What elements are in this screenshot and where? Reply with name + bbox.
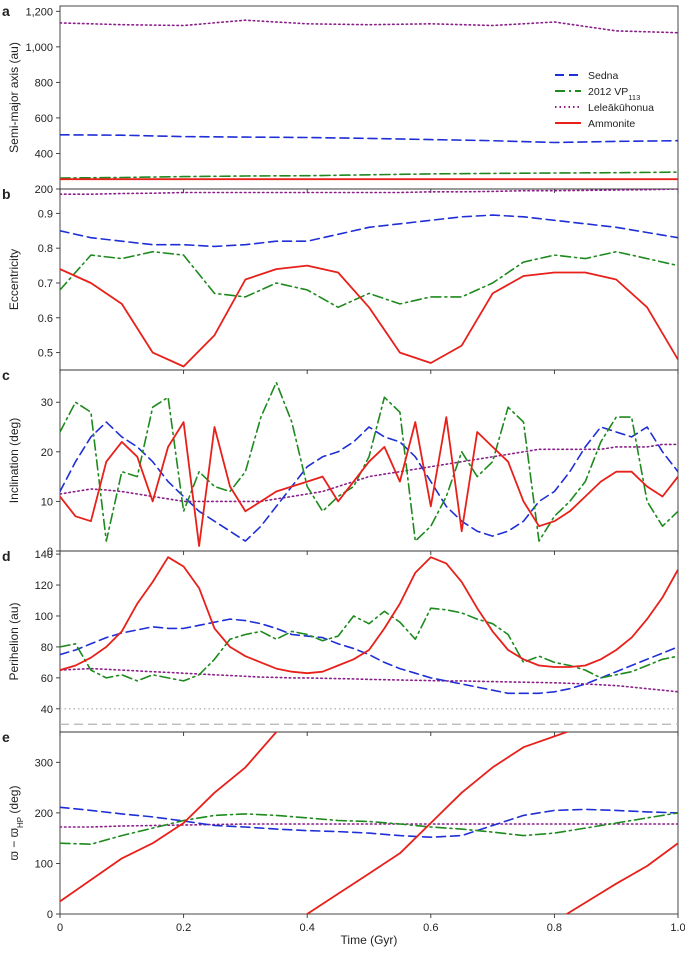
- series-line-2012-vp113-panel-a: [60, 171, 678, 179]
- series-line-ammonite-panel-e: [565, 842, 678, 914]
- y-tick-label: 0: [47, 909, 53, 921]
- series-line-ammonite-panel-b: [60, 264, 678, 368]
- series-line-sedna-panel-c: [60, 421, 678, 542]
- series-line-sedna-panel-a: [60, 134, 678, 144]
- y-tick-label: 30: [41, 397, 53, 409]
- series-line-2012-vp113-panel-d: [60, 607, 678, 682]
- y-tick-label: 0.6: [38, 313, 53, 325]
- y-axis-label: Inclination (deg): [7, 418, 21, 503]
- series-line-ammonite-panel-e: [60, 732, 278, 903]
- series-line-ammonite-panel-d: [60, 556, 678, 675]
- legend-label: 2012 VP113: [588, 86, 640, 102]
- series-line-lele-k-honua-panel-c: [60, 443, 678, 503]
- y-axis-label: Perihelion (au): [7, 602, 21, 680]
- panel-b: 0.5 0.6 0.7 0.8 0.9 b Eccentricity: [2, 186, 679, 374]
- series-line-lele-k-honua-panel-a: [60, 19, 678, 34]
- y-tick-label: 0.5: [38, 348, 53, 360]
- y-tick-label: 0.7: [38, 278, 53, 290]
- series-line-sedna-panel-d: [60, 618, 678, 695]
- y-tick-label: 1,200: [25, 6, 53, 18]
- y-tick-label: 20: [41, 447, 53, 459]
- series-line-lele-k-honua-panel-b: [60, 189, 678, 195]
- x-tick-label: 1.0: [670, 922, 685, 934]
- x-tick-label: 0: [57, 922, 63, 934]
- series-line-sedna-panel-b: [60, 214, 678, 248]
- series-line-ammonite-panel-c: [60, 416, 678, 547]
- series-line-2012-vp113-panel-b: [60, 250, 678, 309]
- y-tick-label: 200: [35, 808, 53, 820]
- series-line-2012-vp113-panel-e: [60, 812, 678, 845]
- y-tick-label: 1,000: [25, 42, 53, 54]
- panel-letter: d: [2, 548, 11, 564]
- y-tick-label: 100: [35, 611, 53, 623]
- panel-letter: e: [2, 729, 10, 745]
- x-tick-label: 0.6: [423, 922, 438, 934]
- panel-e: 0 100 200 300 0 0.2 0.4 0.6 0.8 1.0 e ϖ − ϖHP (deg): [2, 729, 685, 934]
- y-tick-label: 0.9: [38, 208, 53, 220]
- panel-b-frame: [59, 188, 679, 371]
- x-axis: Time (Gyr): [341, 933, 398, 947]
- x-tick-label: 0.8: [547, 922, 562, 934]
- panel-letter: a: [2, 3, 10, 19]
- x-tick-label: 0.4: [300, 922, 315, 934]
- y-tick-label: 60: [41, 673, 53, 685]
- legend-label: Ammonite: [588, 118, 635, 130]
- legend-label: Sedna: [588, 70, 619, 82]
- panel-letter: c: [2, 367, 10, 383]
- y-tick-label: 600: [35, 113, 53, 125]
- panel-d-frame: [59, 550, 679, 733]
- panel-letter: b: [2, 186, 11, 202]
- y-tick-label: 100: [35, 858, 53, 870]
- series-line-lele-k-honua-panel-d: [60, 667, 678, 693]
- panel-d: 40 60 80 100 120 140 d Perihelion (au): [2, 548, 679, 736]
- y-tick-label: 40: [41, 704, 53, 716]
- y-tick-label: 300: [35, 757, 53, 769]
- panel-a-frame: [59, 5, 679, 190]
- x-axis-label: Time (Gyr): [341, 933, 398, 947]
- y-tick-label: 80: [41, 642, 53, 654]
- y-tick-label: 0: [47, 546, 53, 558]
- legend-label: Leleākūhonua: [588, 102, 654, 114]
- series-line-sedna-panel-e: [60, 806, 678, 838]
- panel-c: 0 10 20 30 c Inclination (deg): [2, 367, 679, 558]
- y-tick-label: 120: [35, 580, 53, 592]
- x-tick-label: 0.2: [176, 922, 191, 934]
- y-tick-label: 10: [41, 496, 53, 508]
- y-tick-label: 200: [35, 184, 53, 196]
- series-line-2012-vp113-panel-c: [60, 381, 678, 542]
- y-tick-label: 140: [35, 549, 53, 561]
- y-tick-label: 400: [35, 148, 53, 160]
- y-tick-label: 0.8: [38, 243, 53, 255]
- y-axis-label: Eccentricity: [7, 249, 21, 310]
- panel-a: 200 400 600 800 1,000 1,200 a Semi-major axis (…: [2, 3, 679, 196]
- panel-e-frame: [59, 731, 679, 915]
- y-tick-label: 800: [35, 77, 53, 89]
- series-line-ammonite-panel-e: [306, 732, 568, 914]
- y-axis-label: ϖ − ϖHP (deg): [7, 786, 25, 861]
- y-axis-label: Semi-major axis (au): [7, 42, 21, 153]
- series-line-lele-k-honua-panel-e: [60, 823, 678, 828]
